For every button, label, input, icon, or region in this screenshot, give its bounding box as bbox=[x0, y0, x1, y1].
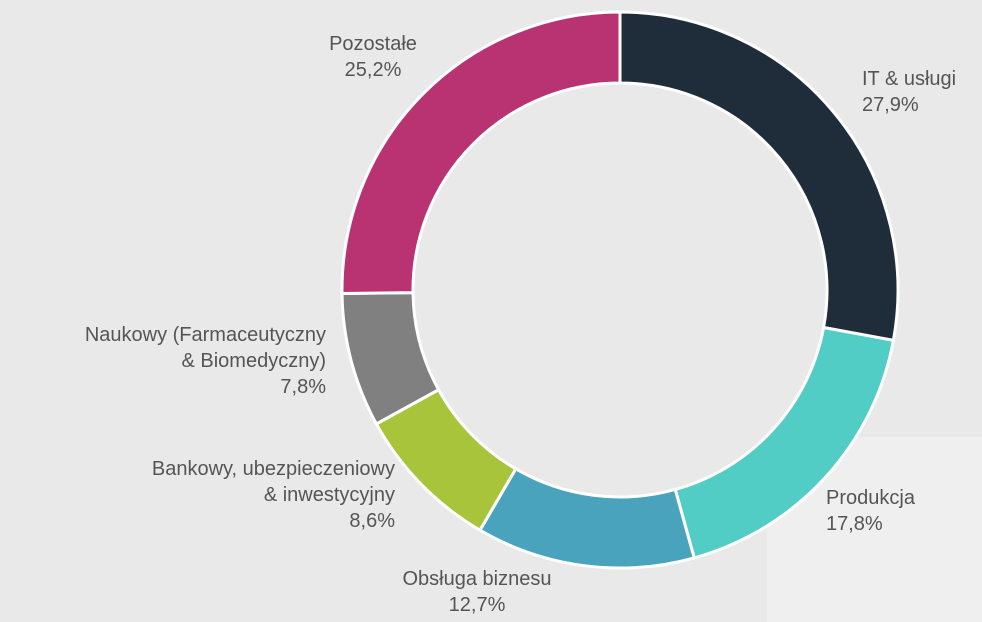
category-label: Produkcja bbox=[826, 487, 915, 509]
category-label: Naukowy (Farmaceutyczny & Biomedyczny) bbox=[84, 324, 326, 372]
segment-label: Pozostałe 25,2% bbox=[273, 31, 473, 83]
segment-label: Naukowy (Farmaceutyczny & Biomedyczny) 7,… bbox=[85, 322, 326, 400]
category-label: Pozostałe bbox=[329, 33, 417, 55]
value-label: 7,8% bbox=[280, 376, 326, 398]
donut-segment bbox=[340, 10, 622, 296]
value-label: 8,6% bbox=[349, 510, 395, 532]
donut-segment bbox=[477, 466, 697, 570]
segment-label: Bankowy, ubezpieczeniowy & inwestycyjny 8… bbox=[152, 456, 395, 534]
value-label: 27,9% bbox=[862, 94, 919, 116]
value-label: 12,7% bbox=[448, 594, 506, 616]
donut-segment bbox=[618, 10, 900, 343]
category-label: Bankowy, ubezpieczeniowy & inwestycyjny bbox=[151, 458, 395, 506]
segment-label: Produkcja 17,8% bbox=[826, 485, 915, 537]
value-label: 17,8% bbox=[826, 513, 883, 535]
value-label: 25,2% bbox=[344, 59, 402, 81]
category-label: Obsługa biznesu bbox=[402, 568, 552, 590]
segment-label: Obsługa biznesu 12,7% bbox=[377, 566, 577, 618]
category-label: IT & usługi bbox=[862, 68, 957, 90]
segment-label: IT & usługi 27,9% bbox=[862, 66, 956, 118]
